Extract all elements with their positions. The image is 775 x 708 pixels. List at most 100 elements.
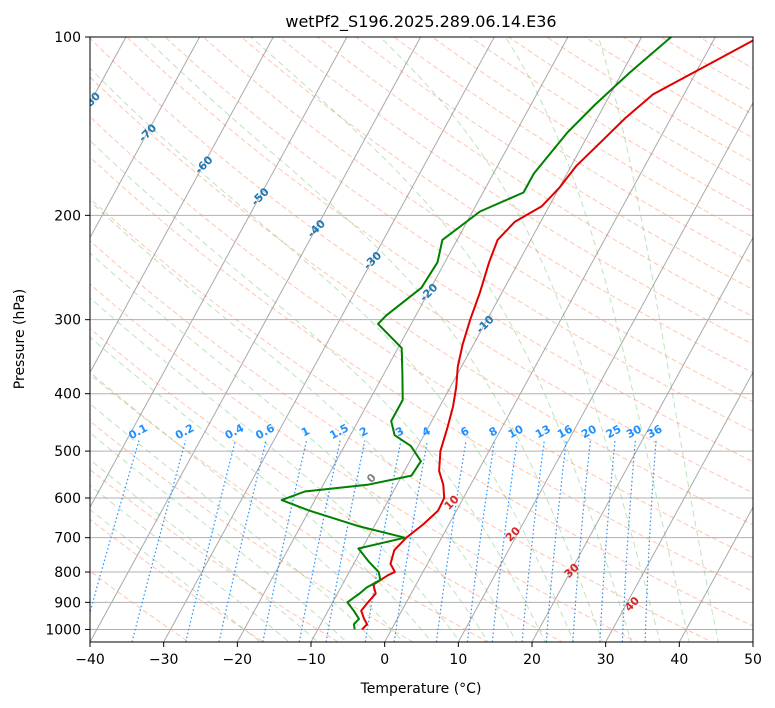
isotherm-label: -50 [249,185,272,208]
isotherm-line [90,37,348,509]
moist-adiabat-line [90,432,348,642]
mixing-ratio-line [621,440,636,642]
mixing-ratio-line [131,440,187,642]
mixing-ratio-label: 2 [357,424,370,439]
temperature-profile-line [360,39,753,631]
dry-adiabat-line [90,197,753,627]
isotherm-line [678,506,753,642]
mixing-ratio-label: 13 [533,422,553,441]
x-tick-label: 0 [380,652,389,668]
mixing-ratio-line [262,440,308,642]
dry-adiabat-line [90,156,753,593]
x-tick-label: −40 [75,652,105,668]
dry-adiabat-line [90,468,340,642]
moist-adiabat-line [90,139,546,642]
x-tick-label: −20 [223,652,253,668]
isotherm-line [531,236,753,642]
mixing-ratio-line [364,440,402,642]
isotherm-line [457,101,753,642]
mixing-ratio-label: 10 [506,422,526,441]
isotherm-line [90,37,201,239]
dry-adiabat-line [90,76,753,526]
dewpoint-profile-line [280,37,672,630]
mixing-ratio-line [521,440,545,642]
dry-adiabat-line [202,37,753,403]
moist-adiabat-line [90,200,518,642]
dry-adiabat-line [90,115,753,559]
dry-adiabat-line [355,37,753,291]
isotherm-line [163,37,495,642]
mixing-ratio-line [90,440,140,615]
moist-adiabat-label: 40 [622,594,642,614]
moist-adiabat-line [598,37,719,642]
dry-adiabat-line [546,37,753,163]
isotherm-label: -80 [80,89,103,112]
x-tick-label: 10 [449,652,467,668]
isotherm-label: -20 [417,281,440,304]
mixing-ratio-line [599,440,616,642]
mixing-ratio-label: 36 [645,422,665,441]
isotherm-line [90,37,422,642]
chart-title: wetPf2_S196.2025.289.06.14.E36 [285,12,556,32]
mixing-ratio-line [435,440,467,642]
x-tick-label: −10 [296,652,326,668]
y-tick-label: 500 [54,444,81,460]
mixing-ratio-label: 6 [458,424,471,439]
y-tick-label: 300 [54,313,81,329]
isotherm-line [752,640,753,642]
moist-adiabat-line [90,336,433,642]
mixing-ratio-line [393,440,428,642]
isotherm-label: -60 [192,153,215,176]
mixing-ratio-line [572,440,591,642]
x-tick-label: 50 [744,652,762,668]
dry-adiabat-line [622,37,753,115]
moist-adiabat-line [144,37,603,642]
mixing-ratio-label: 20 [579,422,599,441]
moist-adiabat-line [90,252,489,642]
mixing-ratio-label: 3 [393,424,406,439]
mixing-ratio-line [545,440,567,642]
isotherm-line [310,37,643,642]
y-axis-label: Pressure (hPa) [12,289,28,389]
moist-adiabat-line [90,371,404,642]
x-tick-label: 30 [597,652,615,668]
y-tick-label: 900 [54,595,81,611]
mixing-ratio-label: 0.2 [173,421,196,442]
moist-adiabat-line [90,508,262,642]
x-tick-label: −30 [149,652,179,668]
mixing-ratio-label: 30 [624,422,644,441]
mixing-ratio-label: 16 [555,422,575,441]
moist-adiabat-line [250,37,632,642]
moist-adiabat-line [90,297,461,642]
isotherm-label: -30 [361,249,384,272]
mixing-ratio-line [298,440,341,642]
x-tick-label: 20 [523,652,541,668]
mixing-ratio-label: 0.6 [253,421,277,442]
mixing-ratio-label: 4 [420,424,433,439]
dry-adiabat-line [126,37,753,463]
mixing-ratio-line [644,440,657,642]
y-tick-label: 1000 [45,622,81,638]
mixing-ratio-label: 1 [299,424,312,439]
mixing-ratio-line [491,440,518,642]
isotherm-line [384,37,716,642]
mixing-ratio-label: 25 [604,422,624,441]
mixing-ratio-label: 1.5 [327,421,350,442]
isotherm-label: -70 [136,121,159,144]
y-tick-label: 400 [54,387,81,403]
mixing-ratio-line [185,440,236,642]
isotherm-label: -90 [24,57,47,80]
mixing-ratio-label: 0.1 [126,421,149,442]
isotherm-line [90,37,274,374]
y-tick-label: 600 [54,491,81,507]
mixing-ratio-line [466,440,496,642]
dry-adiabat-line [164,37,753,432]
y-tick-label: 200 [54,208,81,224]
isotherm-line [236,37,569,642]
mixing-ratio-label: 8 [487,424,500,439]
x-axis-label: Temperature (°C) [360,681,482,697]
moist-adiabat-line [90,403,376,642]
moist-adiabat-line [504,37,690,642]
